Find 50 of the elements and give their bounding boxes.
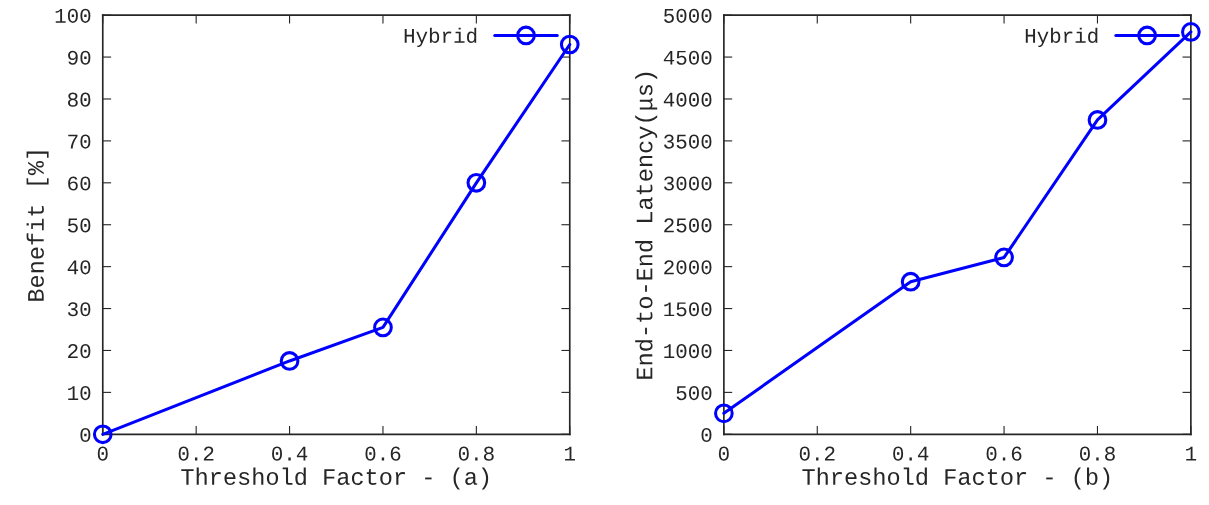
y-tick-label: 80 [68,92,91,107]
legend-label: Hybrid [404,27,477,48]
y-tick-label: 90 [68,50,91,65]
y-tick-label: 1500 [664,302,712,317]
x-tick-label: 0.6 [365,446,401,461]
x-tick-label: 1 [1186,446,1197,461]
point [279,351,300,371]
y-tick-label: 2500 [664,218,712,233]
x-tick-label: 0 [718,446,729,461]
y-tick-label: 4000 [663,92,712,107]
point [1181,22,1201,42]
x-tick-label: 0.6 [986,446,1022,461]
y-tick-label: 3000 [664,176,712,191]
y-tick-label: 10 [68,386,91,401]
point [466,172,487,193]
x-tick-label: 0.8 [1079,446,1115,461]
y-tick-label: 5000 [664,8,712,23]
x-tick-label: 0 [97,446,108,461]
y-tick-label: 1000 [664,344,712,359]
y-tick-label: 30 [67,302,91,317]
y-tick-label: 70 [68,134,91,149]
y-tick-label: 2000 [664,260,712,275]
y-tick-label: 50 [67,218,91,233]
y-tick-label: 40 [67,260,91,275]
x-axis-title: Threshold Factor - (b) [802,467,1110,490]
x-tick-label: 0.2 [799,446,835,461]
x-tick-label: 0.2 [178,446,214,461]
y-tick-label: 4500 [663,50,712,65]
point [373,317,393,338]
y-tick-label: 3500 [664,134,712,149]
y-tick-label: 100 [55,8,91,23]
x-axis-title: Threshold Factor - (a) [181,467,489,490]
y-axis-title: End-to-End Latency(μs) [635,72,658,379]
point [92,424,113,445]
x-tick-label: 0.8 [458,446,494,461]
x-tick-label: 0.4 [893,446,929,461]
x-tick-label: 0.4 [272,446,308,461]
point [714,403,734,424]
y-tick-label: 60 [68,176,91,191]
y-tick-label: 0 [80,427,91,443]
y-tick-label: 0 [701,427,712,443]
y-tick-label: 500 [676,386,712,401]
point [1087,110,1108,130]
point [900,271,921,292]
x-tick-label: 1 [565,446,575,461]
point [994,247,1014,268]
y-tick-label: 20 [68,344,91,359]
legend-label: Hybrid [1025,27,1098,48]
y-axis-title: Benefit [%] [26,151,49,301]
point [559,34,580,55]
